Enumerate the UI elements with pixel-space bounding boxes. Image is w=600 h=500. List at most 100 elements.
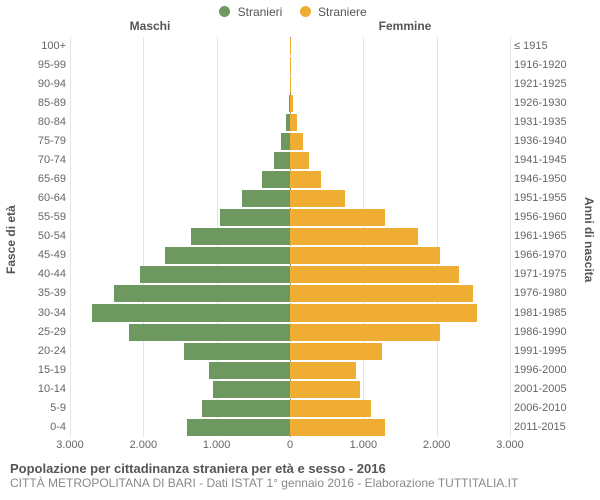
x-tick-label: 2.000 [130,439,158,451]
bar-female [290,133,303,150]
pyramid-row: 10-142001-2005 [70,380,510,399]
bar-female [290,400,371,417]
age-label: 60-64 [18,193,66,204]
bar-female [290,266,459,283]
bar-male [220,209,290,226]
bar-female [290,76,291,93]
birth-year-label: 1936-1940 [514,136,584,147]
birth-year-label: 2001-2005 [514,384,584,395]
chart-title: Popolazione per cittadinanza straniera p… [10,461,590,476]
x-tick-label: 1.000 [350,439,378,451]
bar-male [213,381,290,398]
age-label: 75-79 [18,136,66,147]
y-axis-left-title: Fasce di età [4,40,18,440]
bar-male [129,324,290,341]
legend: Stranieri Straniere [0,0,600,19]
title-female: Femmine [300,19,510,33]
age-label: 35-39 [18,288,66,299]
pyramid-row: 30-341981-1985 [70,303,510,322]
bar-female [290,362,356,379]
bar-male [281,133,290,150]
birth-year-label: 1926-1930 [514,98,584,109]
birth-year-label: 1966-1970 [514,250,584,261]
pyramid-row: 25-291986-1990 [70,323,510,342]
pyramid-row: 45-491966-1970 [70,246,510,265]
pyramid-row: 60-641951-1955 [70,189,510,208]
age-label: 25-29 [18,327,66,338]
birth-year-label: 1951-1955 [514,193,584,204]
bar-female [290,228,418,245]
age-label: 15-19 [18,365,66,376]
birth-year-label: 1976-1980 [514,288,584,299]
bar-female [290,419,385,436]
age-label: 65-69 [18,174,66,185]
pyramid-row: 50-541961-1965 [70,227,510,246]
birth-year-label: 1991-1995 [514,346,584,357]
bar-female [290,381,360,398]
age-label: 100+ [18,41,66,52]
legend-swatch-female [300,6,311,17]
age-label: 0-4 [18,422,66,433]
birth-year-label: 1971-1975 [514,269,584,280]
birth-year-label: ≤ 1915 [514,41,584,52]
bar-female [290,57,291,74]
age-label: 10-14 [18,384,66,395]
population-pyramid-chart: Stranieri Straniere Maschi Femmine Fasce… [0,0,600,500]
birth-year-label: 1946-1950 [514,174,584,185]
bar-male [209,362,290,379]
pyramid-row: 15-191996-2000 [70,361,510,380]
bar-male [92,304,290,321]
bar-male [191,228,290,245]
bar-male [242,190,290,207]
age-label: 30-34 [18,308,66,319]
age-label: 80-84 [18,117,66,128]
bar-male [140,266,290,283]
bar-male [187,419,290,436]
age-label: 20-24 [18,346,66,357]
pyramid-row: 65-691946-1950 [70,170,510,189]
age-label: 50-54 [18,231,66,242]
age-label: 90-94 [18,79,66,90]
pyramid-row: 20-241991-1995 [70,342,510,361]
birth-year-label: 2011-2015 [514,422,584,433]
pyramid-row: 40-441971-1975 [70,265,510,284]
bar-female [290,247,440,264]
age-label: 45-49 [18,250,66,261]
birth-year-label: 1986-1990 [514,327,584,338]
bar-male [114,285,290,302]
x-tick-label: 2.000 [423,439,451,451]
pyramid-row: 75-791936-1940 [70,132,510,151]
birth-year-label: 1921-1925 [514,79,584,90]
birth-year-label: 1916-1920 [514,60,584,71]
chart-subtitle: CITTÀ METROPOLITANA DI BARI - Dati ISTAT… [10,476,590,490]
bar-male [202,400,290,417]
birth-year-label: 1981-1985 [514,308,584,319]
birth-year-label: 1961-1965 [514,231,584,242]
pyramid-row: 0-42011-2015 [70,418,510,437]
pyramid-row: 95-991916-1920 [70,56,510,75]
bar-female [290,343,382,360]
bar-female [290,304,477,321]
age-label: 95-99 [18,60,66,71]
bar-female [290,285,473,302]
age-label: 40-44 [18,269,66,280]
bar-female [290,209,385,226]
bar-male [184,343,290,360]
title-male: Maschi [0,19,300,33]
x-axis: 3.0002.0001.00001.0002.0003.000 [70,437,510,457]
pyramid-row: 5-92006-2010 [70,399,510,418]
pyramid-row: 80-841931-1935 [70,113,510,132]
age-label: 85-89 [18,98,66,109]
y-axis-right-title: Anni di nascita [582,40,596,440]
bar-female [290,190,345,207]
bar-female [290,171,321,188]
legend-label-male: Stranieri [238,5,283,19]
pyramid-row: 90-941921-1925 [70,75,510,94]
chart-footer: Popolazione per cittadinanza straniera p… [0,457,600,490]
age-label: 70-74 [18,155,66,166]
birth-year-label: 1956-1960 [514,212,584,223]
bar-male [274,152,290,169]
pyramid-row: 100+≤ 1915 [70,37,510,56]
legend-swatch-male [219,6,230,17]
pyramid-row: 55-591956-1960 [70,208,510,227]
